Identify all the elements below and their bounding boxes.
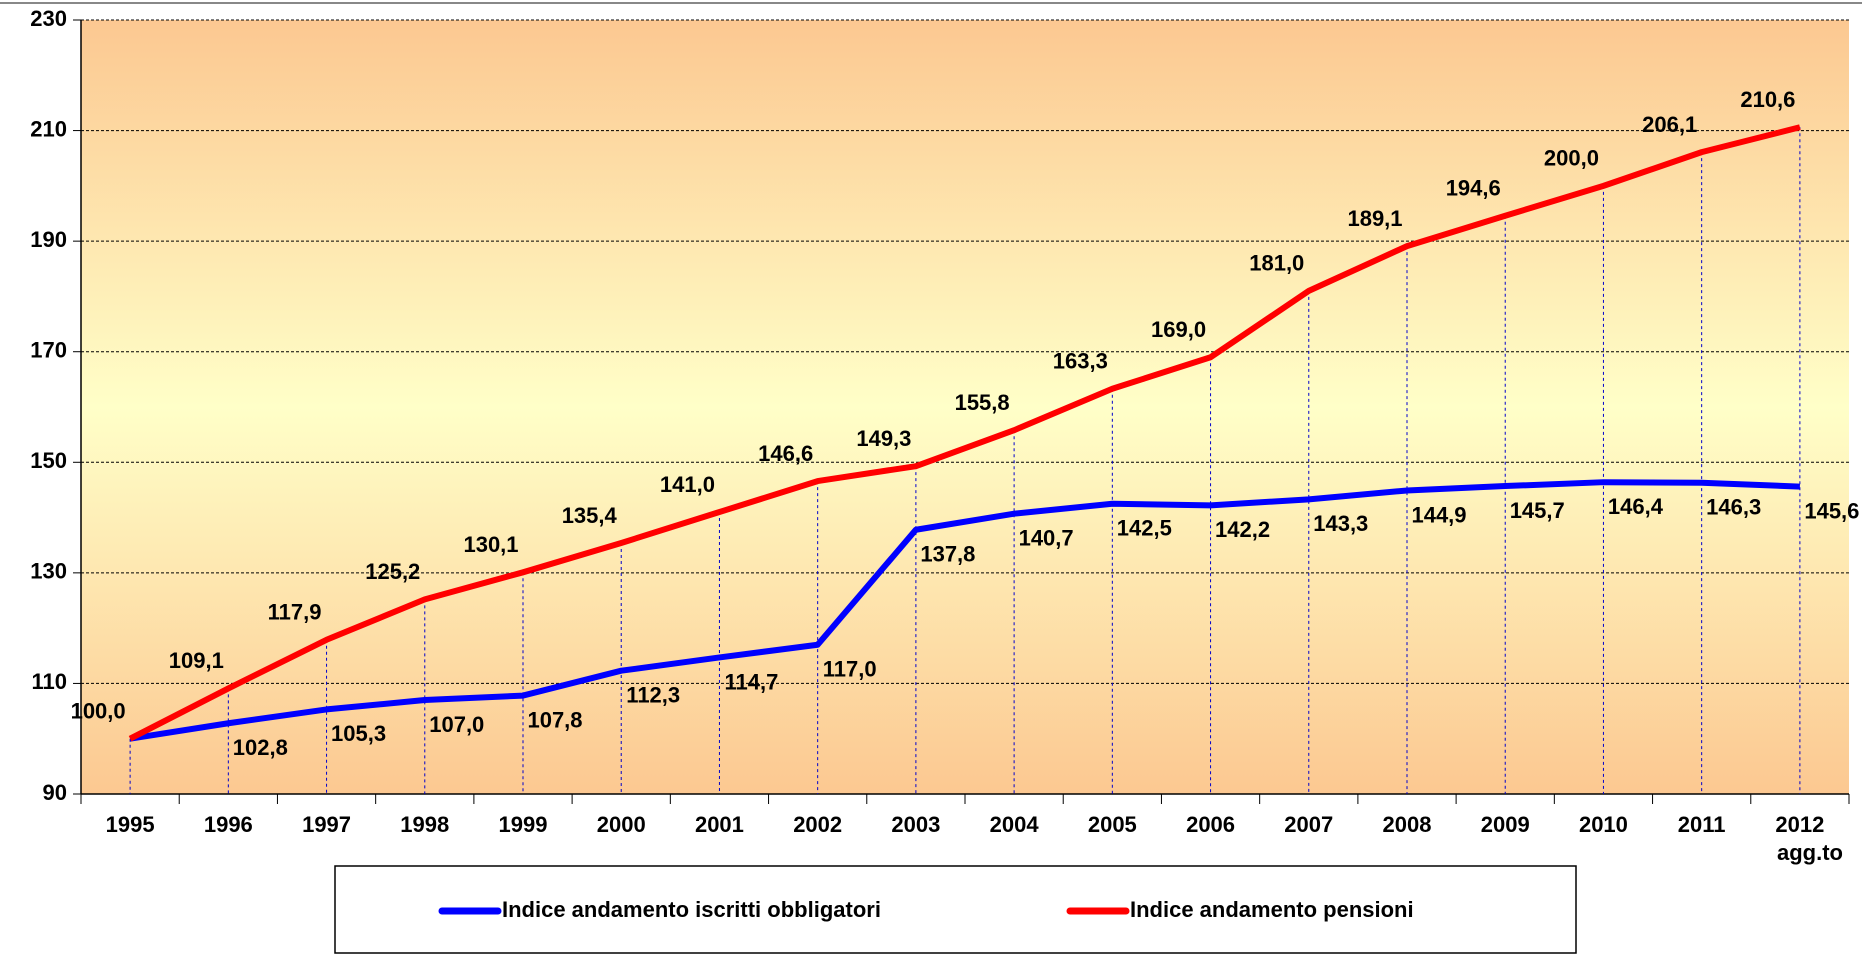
y-tick-label: 90	[43, 780, 67, 805]
x-tick-label: 2004	[990, 812, 1040, 837]
x-tick-label: 2001	[695, 812, 744, 837]
data-label: 141,0	[660, 472, 715, 497]
x-tick-label: 2012	[1775, 812, 1824, 837]
data-label: 149,3	[856, 426, 911, 451]
data-label: 210,6	[1740, 87, 1795, 112]
x-tick-label: 2007	[1284, 812, 1333, 837]
data-label: 181,0	[1249, 251, 1304, 276]
x-note: agg.to	[1777, 840, 1843, 865]
data-label: 145,6	[1804, 498, 1859, 523]
data-label: 107,0	[429, 712, 484, 737]
x-tick-label: 2006	[1186, 812, 1235, 837]
data-label: 169,0	[1151, 317, 1206, 342]
y-tick-label: 230	[30, 6, 67, 31]
data-label: 189,1	[1347, 206, 1402, 231]
legend-label: Indice andamento pensioni	[1130, 897, 1414, 922]
data-label: 142,2	[1215, 517, 1270, 542]
data-label: 125,2	[365, 559, 420, 584]
data-label: 155,8	[955, 390, 1010, 415]
data-label: 194,6	[1446, 176, 1501, 201]
series-line	[129, 479, 1801, 742]
legend-label: Indice andamento iscritti obbligatori	[502, 897, 881, 922]
data-label: 100,0	[71, 699, 126, 724]
x-tick-label: 1996	[204, 812, 253, 837]
x-tick-label: 2000	[597, 812, 646, 837]
x-tick-label: 2009	[1481, 812, 1530, 837]
data-label: 144,9	[1411, 502, 1466, 527]
series-line	[128, 124, 1801, 742]
data-label: 146,4	[1608, 494, 1664, 519]
data-label: 163,3	[1053, 349, 1108, 374]
y-tick-label: 190	[30, 227, 67, 252]
y-tick-label: 210	[30, 116, 67, 141]
plot-area	[81, 20, 1849, 794]
legend-box	[334, 865, 1577, 954]
x-tick-label: 2008	[1383, 812, 1432, 837]
data-label: 206,1	[1642, 112, 1697, 137]
x-tick-label: 1995	[106, 812, 155, 837]
x-tick-label: 1997	[302, 812, 351, 837]
data-label: 105,3	[331, 721, 386, 746]
x-tick-label: 2010	[1579, 812, 1628, 837]
x-tick-label: 1999	[499, 812, 548, 837]
data-label: 142,5	[1117, 516, 1172, 541]
data-label: 146,6	[758, 441, 813, 466]
data-label: 145,7	[1510, 498, 1565, 523]
data-label: 112,3	[626, 683, 680, 708]
data-label: 140,7	[1019, 526, 1074, 551]
x-tick-label: 2005	[1088, 812, 1137, 837]
x-tick-label: 2002	[793, 812, 842, 837]
x-tick-label: 1998	[400, 812, 449, 837]
data-label: 107,8	[527, 707, 582, 732]
data-label: 114,7	[725, 669, 779, 694]
data-label: 200,0	[1544, 146, 1599, 171]
y-tick-label: 130	[30, 559, 67, 584]
data-label: 109,1	[169, 648, 224, 673]
data-label: 102,8	[233, 735, 288, 760]
data-label: 146,3	[1706, 495, 1761, 520]
data-label: 143,3	[1313, 511, 1368, 536]
y-tick-label: 150	[30, 448, 67, 473]
x-tick-label: 2011	[1678, 812, 1726, 837]
data-label: 135,4	[562, 503, 618, 528]
data-label: 117,0	[823, 657, 877, 682]
data-label: 130,1	[463, 532, 518, 557]
data-label: 117,9	[268, 600, 322, 625]
y-tick-label: 110	[32, 669, 68, 694]
y-tick-label: 170	[30, 338, 67, 363]
x-tick-label: 2003	[891, 812, 940, 837]
data-label: 137,8	[920, 542, 975, 567]
